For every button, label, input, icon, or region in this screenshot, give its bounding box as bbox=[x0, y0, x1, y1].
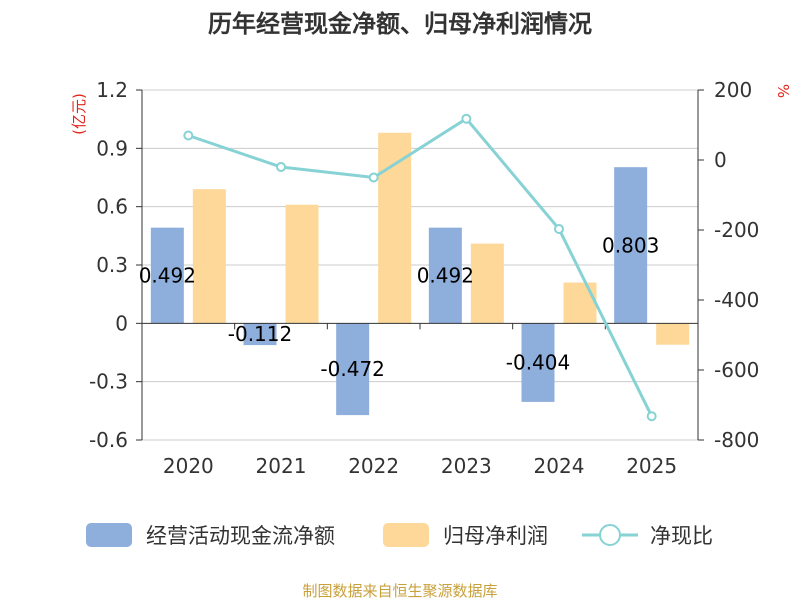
left-tick-label: 0.9 bbox=[96, 136, 128, 160]
line-series bbox=[183, 113, 657, 422]
axes bbox=[136, 89, 704, 441]
bar-net-profit[interactable] bbox=[470, 243, 504, 324]
point-cash-ratio[interactable] bbox=[461, 113, 472, 124]
right-tick-label: 200 bbox=[714, 78, 752, 102]
right-tick-label: -400 bbox=[714, 288, 759, 312]
left-tick-label: 1.2 bbox=[96, 78, 128, 102]
bar-net-profit[interactable] bbox=[378, 132, 412, 324]
left-tick-label: -0.3 bbox=[89, 370, 128, 394]
right-tick-label: -600 bbox=[714, 358, 759, 382]
x-tick-label: 2020 bbox=[163, 454, 214, 478]
legend-label-cashflow: 经营活动现金流净额 bbox=[146, 524, 335, 548]
x-tick-label: 2025 bbox=[626, 454, 677, 478]
point-cash-ratio[interactable] bbox=[368, 172, 379, 183]
right-axis-unit: % bbox=[774, 84, 792, 98]
right-tick-label: 0 bbox=[714, 148, 727, 172]
legend: 经营活动现金流净额 归母净利润 净现比 bbox=[86, 523, 713, 548]
bar-net-profit[interactable] bbox=[285, 204, 319, 324]
left-tick-label: 0.6 bbox=[96, 195, 128, 219]
legend-label-cash-ratio: 净现比 bbox=[650, 524, 713, 548]
tick-labels: 1.2 0.9 0.6 0.3 0 -0.3 -0.6 200 0 -200 -400 -600 -80… bbox=[89, 78, 759, 478]
data-label-cashflow: 0.492 bbox=[417, 264, 474, 288]
left-tick-label: -0.6 bbox=[89, 428, 128, 452]
bar-cashflow[interactable] bbox=[614, 167, 648, 324]
grid-lines bbox=[142, 89, 698, 441]
data-source: 制图数据来自恒生聚源数据库 bbox=[302, 582, 497, 600]
left-tick-label: 0.3 bbox=[96, 253, 128, 277]
data-label-cashflow: -0.112 bbox=[228, 322, 292, 346]
bar-cashflow[interactable] bbox=[150, 227, 184, 324]
bars bbox=[150, 132, 690, 416]
x-tick-label: 2024 bbox=[534, 454, 585, 478]
legend-swatch-net-profit bbox=[383, 523, 429, 547]
legend-item-cashflow[interactable]: 经营活动现金流净额 bbox=[86, 523, 335, 548]
point-cash-ratio[interactable] bbox=[276, 162, 286, 172]
line-cash-ratio[interactable] bbox=[187, 116, 654, 417]
data-label-cashflow: -0.404 bbox=[506, 351, 570, 375]
left-tick-label: 0 bbox=[115, 311, 128, 335]
data-label-cashflow: -0.472 bbox=[320, 357, 384, 381]
point-cash-ratio[interactable] bbox=[646, 411, 657, 422]
chart-title: 历年经营现金净额、归母净利润情况 bbox=[208, 10, 592, 38]
right-tick-label: -200 bbox=[714, 218, 759, 242]
legend-label-net-profit: 归母净利润 bbox=[443, 524, 548, 548]
bar-cashflow[interactable] bbox=[428, 227, 462, 324]
legend-item-net-profit[interactable]: 归母净利润 bbox=[383, 523, 548, 548]
legend-swatch-cashflow bbox=[86, 523, 132, 547]
legend-marker-cash-ratio bbox=[599, 524, 621, 546]
right-tick-label: -800 bbox=[714, 428, 759, 452]
x-tick-label: 2021 bbox=[256, 454, 307, 478]
bar-net-profit[interactable] bbox=[563, 282, 597, 324]
bar-cashflow[interactable] bbox=[243, 323, 277, 346]
data-label-cashflow: 0.492 bbox=[139, 264, 196, 288]
point-cash-ratio[interactable] bbox=[183, 130, 194, 141]
bar-cashflow[interactable] bbox=[336, 323, 370, 416]
left-axis-unit: (亿元) bbox=[70, 93, 88, 135]
bar-net-profit[interactable] bbox=[192, 189, 226, 324]
point-cash-ratio[interactable] bbox=[554, 223, 564, 234]
x-tick-label: 2022 bbox=[348, 454, 399, 478]
legend-item-cash-ratio[interactable]: 净现比 bbox=[582, 524, 713, 548]
data-label-cashflow: 0.803 bbox=[602, 233, 659, 257]
bar-cashflow[interactable] bbox=[521, 323, 555, 402]
data-labels: 0.492 -0.112 -0.472 0.492 -0.404 0.803 bbox=[139, 233, 660, 381]
bar-net-profit[interactable] bbox=[656, 323, 690, 345]
x-tick-label: 2023 bbox=[441, 454, 492, 478]
